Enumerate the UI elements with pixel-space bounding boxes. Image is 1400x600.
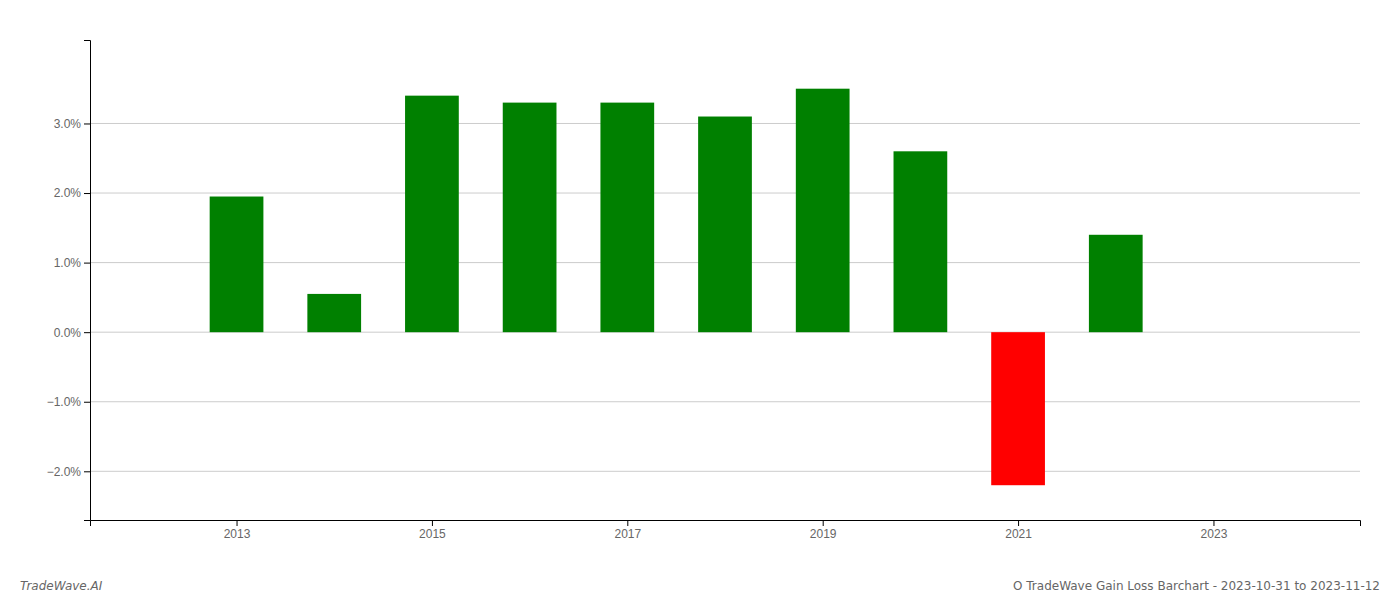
tick: 2023 [1201, 520, 1228, 541]
tick: 1.0% [54, 256, 90, 270]
tick-label: 1.0% [54, 256, 82, 270]
bar [1089, 235, 1143, 332]
tick: 2017 [614, 520, 641, 541]
bar [307, 294, 361, 332]
tick-label: −1.0% [47, 395, 82, 409]
tick-mark [627, 520, 628, 526]
bar [698, 117, 752, 333]
axis-line [91, 521, 1361, 527]
bar [210, 197, 264, 333]
tick-label: 2021 [1005, 527, 1032, 541]
tick: 0.0% [54, 326, 90, 340]
tick: 2021 [1005, 520, 1032, 541]
tick: 2.0% [54, 186, 90, 200]
tick-label: 2023 [1201, 527, 1228, 541]
tick-mark [823, 520, 824, 526]
x-axis: 2013 2015 2017 2019 2021 2023 [91, 520, 1361, 541]
tick-mark [84, 402, 90, 403]
tick-label: 2019 [810, 527, 837, 541]
tick-mark [84, 123, 90, 124]
bar [894, 151, 948, 332]
grid-line [90, 401, 1360, 402]
tick-mark [84, 263, 90, 264]
tick-label: 2013 [224, 527, 251, 541]
bars [210, 89, 1143, 486]
chart: −2.0%−1.0%0.0%1.0%2.0%3.0%20132015201720… [0, 0, 1400, 600]
footer: TradeWave.AI [20, 579, 103, 593]
bar [405, 96, 459, 333]
tick-mark [84, 471, 90, 472]
tick: 2019 [810, 520, 837, 541]
tick-mark [432, 520, 433, 526]
tick-label: 2015 [419, 527, 446, 541]
axis-line [84, 41, 91, 521]
bar [600, 103, 654, 333]
tick-mark [84, 193, 90, 194]
tick-label: 2017 [614, 527, 641, 541]
tick-mark [1018, 520, 1019, 526]
tick: −2.0% [47, 465, 90, 479]
grid-line [90, 471, 1360, 472]
tick: −1.0% [47, 395, 90, 409]
tick: 2013 [224, 520, 251, 541]
bar [991, 332, 1045, 485]
tick: 2015 [419, 520, 446, 541]
tick-mark [1213, 520, 1214, 526]
y-axis: −2.0% −1.0% 0.0% 1.0% 2.0% 3.0% [47, 41, 91, 521]
footer: O TradeWave Gain Loss Barchart - 2023-10… [1013, 579, 1380, 593]
tick-mark [84, 332, 90, 333]
tick-label: 0.0% [54, 326, 82, 340]
tick-label: 3.0% [54, 117, 82, 131]
tick-mark [237, 520, 238, 526]
bar [503, 103, 557, 333]
tick: 3.0% [54, 117, 90, 131]
tick-label: −2.0% [47, 465, 82, 479]
tick-label: 2.0% [54, 186, 82, 200]
bar [796, 89, 850, 332]
